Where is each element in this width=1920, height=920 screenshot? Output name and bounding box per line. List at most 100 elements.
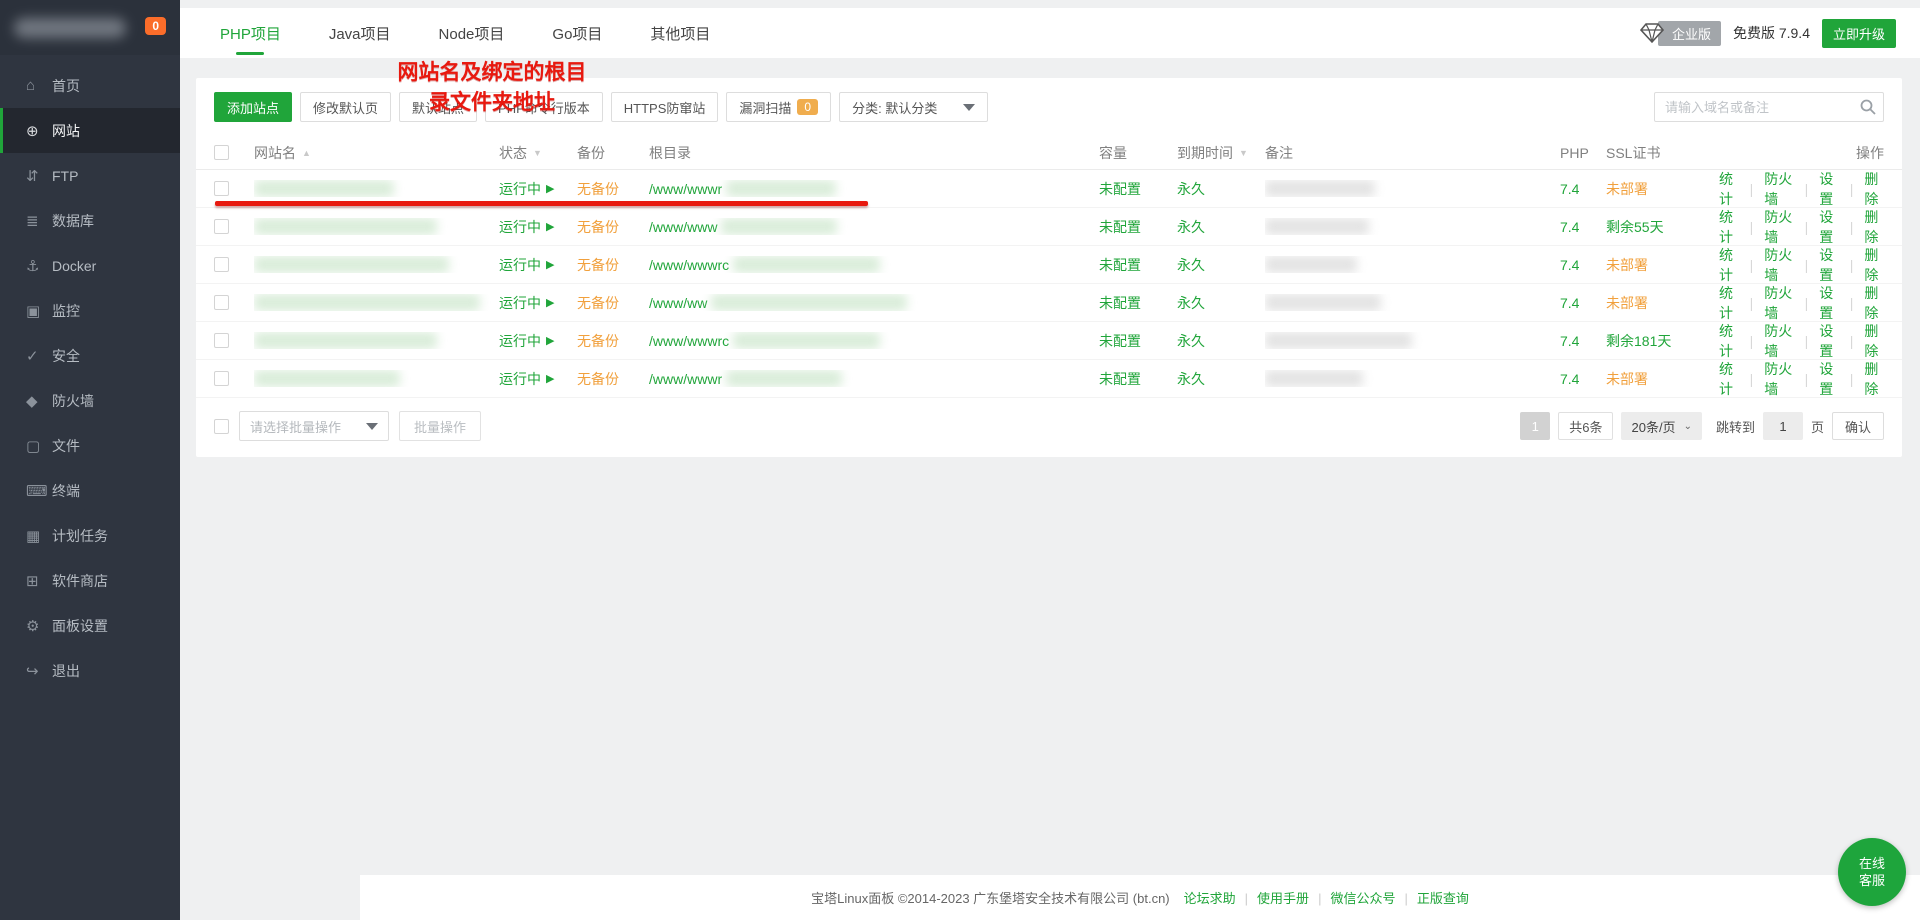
expire-cell[interactable]: 永久 [1177, 217, 1265, 237]
action-link-1[interactable]: 防火墙 [1764, 284, 1793, 321]
backup-cell[interactable]: 无备份 [577, 217, 649, 237]
confirm-button[interactable]: 确认 [1831, 412, 1884, 440]
https-anti-hijack-button[interactable]: HTTPS防窜站 [610, 92, 719, 122]
default-site-button[interactable]: 默认站点 [399, 92, 478, 122]
sidebar-item-files[interactable]: ▢ 文件 [0, 423, 180, 468]
batch-action-select[interactable]: 请选择批量操作 [239, 411, 389, 441]
root-dir-cell[interactable]: /www/www [649, 218, 1099, 235]
capacity-cell[interactable]: 未配置 [1099, 179, 1177, 199]
action-link-3[interactable]: 删除 [1864, 284, 1879, 321]
remark-cell[interactable] [1265, 218, 1560, 235]
sidebar-item-home[interactable]: ⌂ 首页 [0, 63, 180, 108]
jump-page-input[interactable] [1762, 412, 1803, 440]
sidebar-item-database[interactable]: ≣ 数据库 [0, 198, 180, 243]
action-link-2[interactable]: 设置 [1819, 322, 1834, 359]
action-link-1[interactable]: 防火墙 [1764, 170, 1793, 207]
root-dir-cell[interactable]: /www/wwwrc [649, 332, 1099, 349]
backup-cell[interactable]: 无备份 [577, 331, 649, 351]
action-link-0[interactable]: 统计 [1719, 322, 1733, 359]
per-page-select[interactable]: 20条/页 ⌄ [1621, 412, 1702, 440]
action-link-3[interactable]: 删除 [1864, 208, 1879, 245]
action-link-2[interactable]: 设置 [1819, 284, 1834, 321]
footer-link-2[interactable]: 微信公众号 [1330, 891, 1396, 906]
modify-default-page-button[interactable]: 修改默认页 [300, 92, 392, 122]
status-cell[interactable]: 运行中 ▶ [499, 369, 577, 389]
action-link-3[interactable]: 删除 [1864, 322, 1879, 359]
action-link-3[interactable]: 删除 [1864, 360, 1879, 397]
root-dir-cell[interactable]: /www/wwwr [649, 180, 1099, 197]
row-checkbox[interactable] [214, 333, 229, 348]
capacity-cell[interactable]: 未配置 [1099, 255, 1177, 275]
ssl-cell[interactable]: 未部署 [1606, 255, 1719, 275]
tab-php[interactable]: PHP项目 [220, 8, 281, 58]
expire-cell[interactable]: 永久 [1177, 179, 1265, 199]
remark-cell[interactable] [1265, 332, 1560, 349]
action-link-0[interactable]: 统计 [1719, 170, 1733, 207]
status-cell[interactable]: 运行中 ▶ [499, 331, 577, 351]
action-link-2[interactable]: 设置 [1819, 170, 1834, 207]
remark-cell[interactable] [1265, 256, 1560, 273]
online-support-button[interactable]: 在线 客服 [1838, 838, 1906, 906]
action-link-1[interactable]: 防火墙 [1764, 208, 1793, 245]
vuln-scan-button[interactable]: 漏洞扫描 0 [726, 92, 832, 122]
capacity-cell[interactable]: 未配置 [1099, 369, 1177, 389]
ssl-cell[interactable]: 剩余55天 [1606, 217, 1719, 237]
status-cell[interactable]: 运行中 ▶ [499, 217, 577, 237]
header-col-0[interactable] [214, 145, 254, 160]
batch-apply-button[interactable]: 批量操作 [399, 411, 482, 441]
footer-link-1[interactable]: 使用手册 [1257, 891, 1310, 906]
expire-cell[interactable]: 永久 [1177, 331, 1265, 351]
header-col-2[interactable]: 状态 ▼ [499, 143, 577, 163]
server-logo-row[interactable]: 0 [0, 0, 180, 55]
search-input[interactable] [1654, 92, 1884, 122]
status-cell[interactable]: 运行中 ▶ [499, 293, 577, 313]
ssl-cell[interactable]: 未部署 [1606, 369, 1719, 389]
sidebar-item-firewall[interactable]: ◆ 防火墙 [0, 378, 180, 423]
action-link-2[interactable]: 设置 [1819, 246, 1834, 283]
add-site-button[interactable]: 添加站点 [214, 92, 293, 122]
action-link-1[interactable]: 防火墙 [1764, 322, 1793, 359]
php-version-cell[interactable]: 7.4 [1560, 295, 1606, 311]
ssl-cell[interactable]: 未部署 [1606, 179, 1719, 199]
php-version-cell[interactable]: 7.4 [1560, 257, 1606, 273]
sidebar-item-website[interactable]: ⊕ 网站 [0, 108, 180, 153]
site-name-cell[interactable] [254, 180, 499, 197]
sidebar-item-monitor[interactable]: ▣ 监控 [0, 288, 180, 333]
row-checkbox[interactable] [214, 181, 229, 196]
root-dir-cell[interactable]: /www/wwwrc [649, 256, 1099, 273]
ssl-cell[interactable]: 未部署 [1606, 293, 1719, 313]
sidebar-item-appstore[interactable]: ⊞ 软件商店 [0, 558, 180, 603]
site-name-cell[interactable] [254, 370, 499, 387]
action-link-1[interactable]: 防火墙 [1764, 360, 1793, 397]
header-col-1[interactable]: 网站名 ▲ [254, 143, 499, 163]
sidebar-item-settings[interactable]: ⚙ 面板设置 [0, 603, 180, 648]
tab-go[interactable]: Go项目 [552, 25, 603, 43]
sidebar-item-docker[interactable]: ⚓ Docker [0, 243, 180, 288]
tab-node[interactable]: Node项目 [438, 25, 505, 43]
sidebar-item-ftp[interactable]: ⇵ FTP [0, 153, 180, 198]
php-version-cell[interactable]: 7.4 [1560, 219, 1606, 235]
action-link-2[interactable]: 设置 [1819, 208, 1834, 245]
header-col-6[interactable]: 到期时间 ▼ [1177, 143, 1265, 163]
php-version-cell[interactable]: 7.4 [1560, 371, 1606, 387]
row-checkbox[interactable] [214, 219, 229, 234]
status-cell[interactable]: 运行中 ▶ [499, 179, 577, 199]
expire-cell[interactable]: 永久 [1177, 293, 1265, 313]
action-link-0[interactable]: 统计 [1719, 246, 1733, 283]
search-icon[interactable] [1860, 99, 1876, 115]
capacity-cell[interactable]: 未配置 [1099, 293, 1177, 313]
remark-cell[interactable] [1265, 180, 1560, 197]
php-cli-version-button[interactable]: PHP命令行版本 [485, 92, 603, 122]
sidebar-item-security[interactable]: ✓ 安全 [0, 333, 180, 378]
sidebar-item-terminal[interactable]: ⌨ 终端 [0, 468, 180, 513]
row-checkbox[interactable] [214, 371, 229, 386]
site-name-cell[interactable] [254, 332, 499, 349]
root-dir-cell[interactable]: /www/wwwr [649, 370, 1099, 387]
expire-cell[interactable]: 永久 [1177, 255, 1265, 275]
action-link-0[interactable]: 统计 [1719, 284, 1733, 321]
action-link-0[interactable]: 统计 [1719, 208, 1733, 245]
upgrade-button[interactable]: 立即升级 [1821, 18, 1896, 48]
action-link-3[interactable]: 删除 [1864, 170, 1879, 207]
root-dir-cell[interactable]: /www/ww [649, 294, 1099, 311]
message-count-badge[interactable]: 0 [145, 17, 166, 35]
